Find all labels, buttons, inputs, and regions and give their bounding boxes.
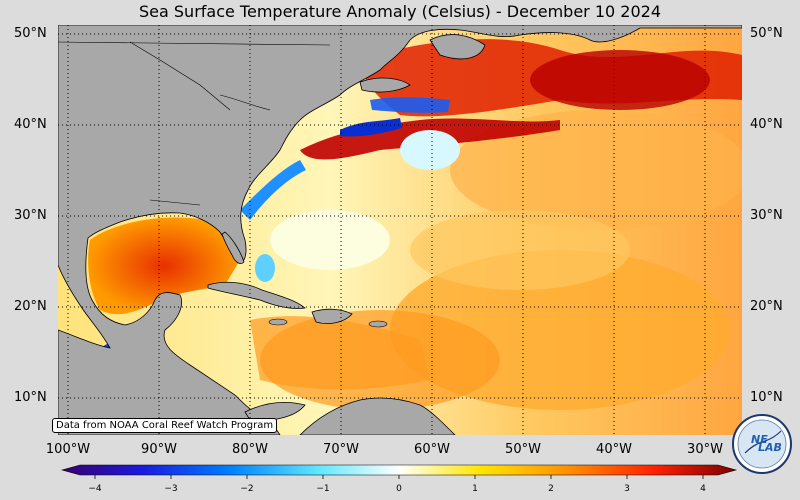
florida-land [221,231,245,264]
lon-label: 40°W [596,442,632,457]
cool-anomaly-patch [270,210,390,270]
lat-label-right: 50°N [750,26,783,41]
gridlines [58,25,742,435]
colorbar-tick: −4 [88,484,102,494]
newfoundland-land [429,34,486,60]
lon-label: 30°W [687,442,723,457]
border-lines [58,41,331,206]
lon-label: 80°W [232,442,268,457]
colorbar-tick: 3 [624,484,630,494]
map-title: Sea Surface Temperature Anomaly (Celsius… [139,2,661,21]
lon-label: 100°W [45,442,91,457]
gulf-of-mexico-warm [88,217,240,315]
lat-label-left: 20°N [14,299,47,314]
colorbar-tick: −3 [164,484,178,494]
lon-label: 70°W [323,442,359,457]
lat-label-left: 40°N [14,117,47,132]
data-credit: Data from NOAA Coral Reef Watch Program [52,418,278,433]
colorbar-tick: −2 [240,484,254,494]
lat-label-right: 30°N [750,208,783,223]
colorbar-tick: 4 [700,484,706,494]
colorbar-tick: 1 [472,484,478,494]
cold-anomaly-band [370,97,450,113]
lat-label-left: 10°N [14,390,47,405]
cool-anomaly-patch [400,130,460,170]
colorbar-tick: 2 [548,484,554,494]
hispaniola-land [311,308,353,324]
lat-label-right: 40°N [750,117,783,132]
warm-anomaly-patch [410,210,630,290]
logo-text-top: NE [751,433,768,446]
colorbar [60,464,738,476]
warm-anomaly-patch [450,110,742,230]
jamaica-land [268,318,288,326]
lon-label: 50°W [505,442,541,457]
cuba-land [207,281,306,309]
hot-anomaly-patch [530,50,710,110]
lon-label: 90°W [141,442,177,457]
lon-label: 60°W [414,442,450,457]
cool-anomaly-band [240,160,306,220]
north-america-land [58,25,742,435]
puerto-rico-land [368,320,388,328]
lat-label-left: 50°N [14,26,47,41]
lat-label-left: 30°N [14,208,47,223]
logo-text-bottom: LAB [758,441,782,454]
nova-scotia-land [359,77,411,93]
colorbar-tick: −1 [316,484,330,494]
colorbar-tick: 0 [396,484,402,494]
cold-anomaly-band [340,118,402,137]
cool-anomaly-patch [255,254,275,282]
nelab-logo: NE LAB [732,414,792,474]
lat-label-right: 10°N [750,390,783,405]
caribbean-warm [250,316,430,390]
lat-label-right: 20°N [750,299,783,314]
